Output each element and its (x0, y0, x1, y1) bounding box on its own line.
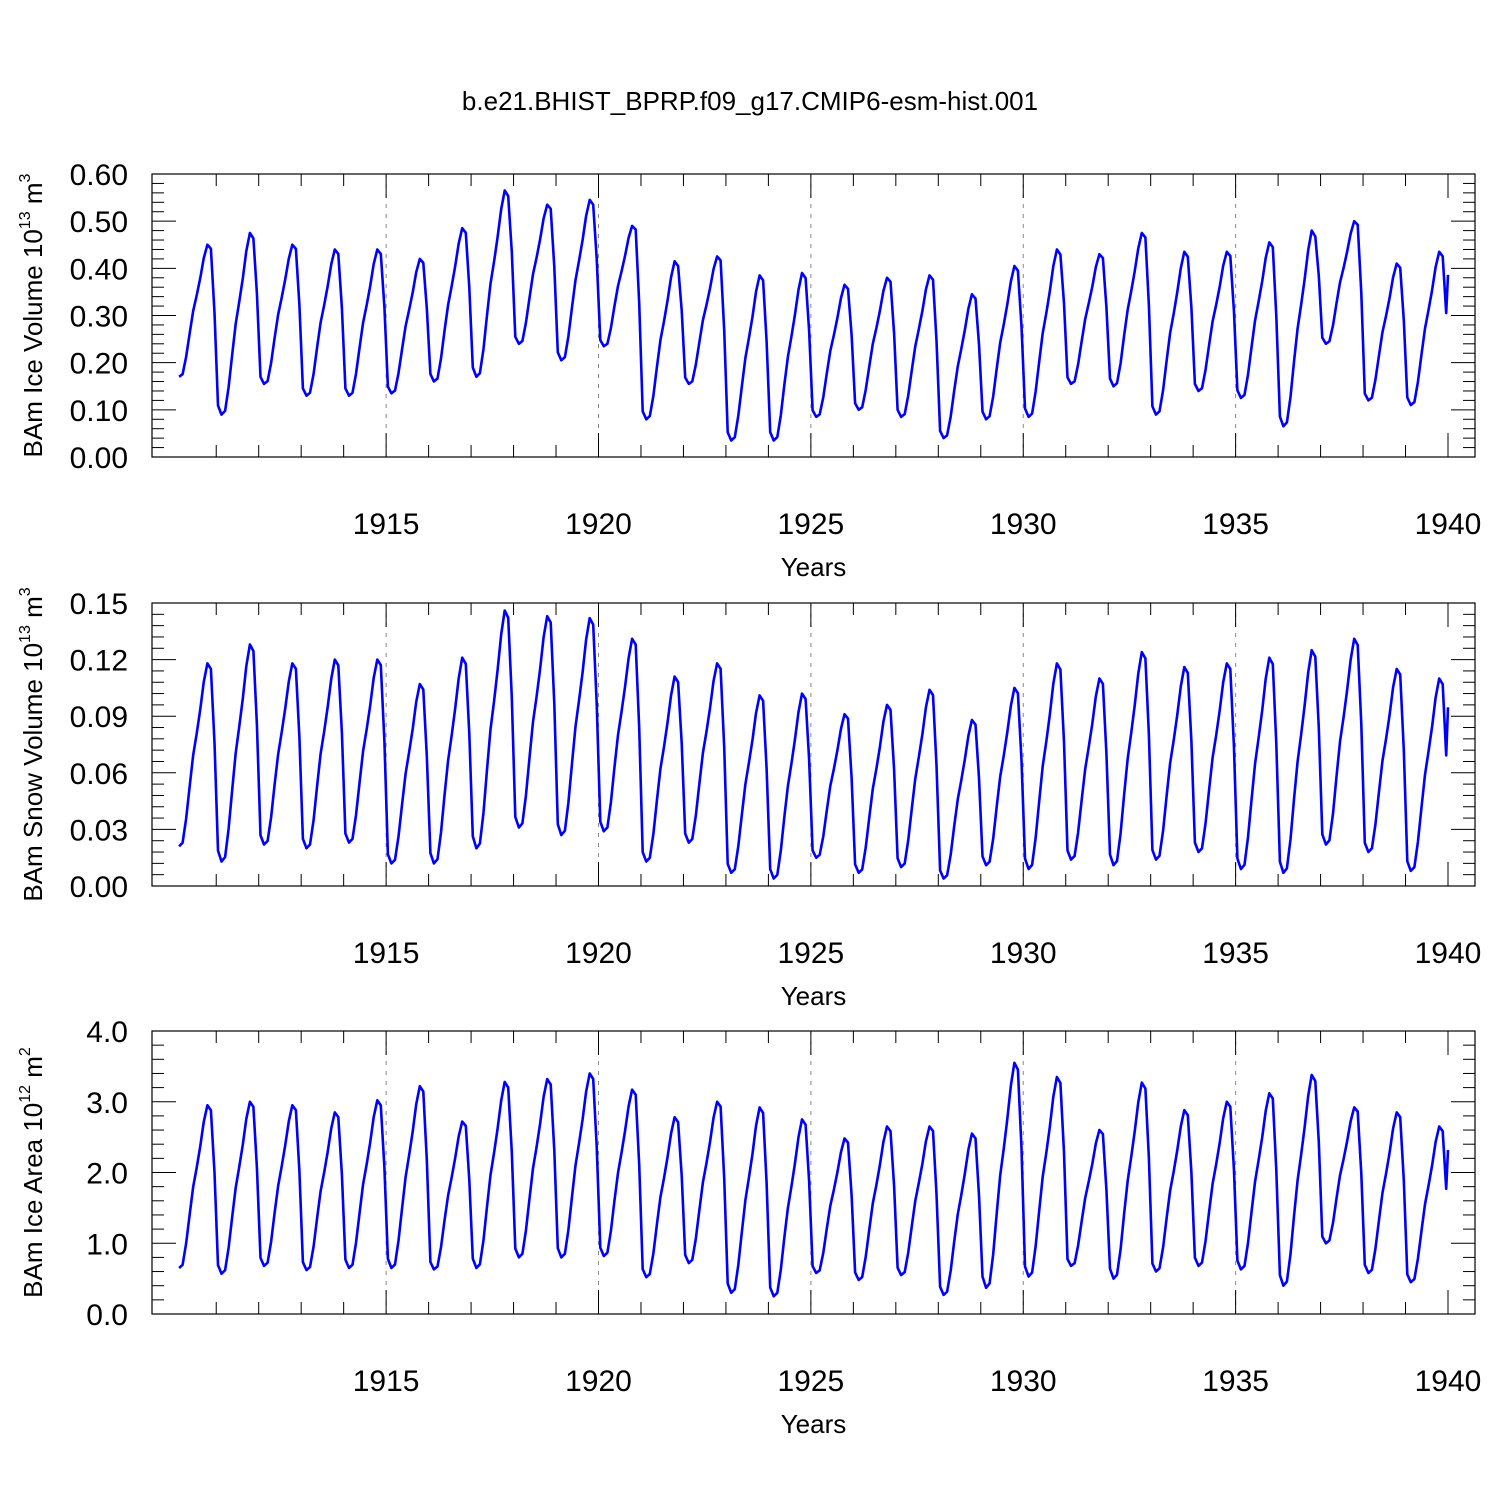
y-axis-label: BAm Ice Volume 1013 m3 (17, 173, 48, 457)
panel-3: 0.0 1.0 2.0 3.0 4.0 1915 1920 1925 1930 1935 1940 Y… (17, 1016, 1481, 1439)
x-tick-label: 1925 (778, 508, 845, 541)
x-tick-label: 1925 (778, 1365, 845, 1398)
x-tick-label: 1925 (778, 937, 845, 970)
x-tick-label: 1940 (1415, 508, 1482, 541)
y-tick-label: 0.00 (70, 442, 128, 475)
y-tick-label: 3.0 (86, 1087, 128, 1120)
y-tick-label: 0.0 (86, 1299, 128, 1332)
y-tick-label: 0.40 (70, 253, 128, 286)
x-tick-label: 1915 (353, 1365, 420, 1398)
y-tick-label: 0.12 (70, 645, 128, 678)
x-tick-label: 1935 (1202, 937, 1269, 970)
y-tick-label: 0.00 (70, 871, 128, 904)
panel-1: 0.00 0.10 0.20 0.30 0.40 0.50 0.60 1915 1920 1925… (17, 159, 1481, 582)
x-axis-label: Years (781, 981, 847, 1011)
figure-title: b.e21.BHIST_BPRP.f09_g17.CMIP6-esm-hist.… (462, 86, 1038, 116)
x-tick-label: 1940 (1415, 1365, 1482, 1398)
series-line (178, 1061, 1450, 1298)
y-tick-label: 0.09 (70, 701, 128, 734)
y-tick-label: 2.0 (86, 1158, 128, 1191)
y-tick-label: 0.10 (70, 395, 128, 428)
x-axis-label: Years (781, 552, 847, 582)
x-tick-label: 1935 (1202, 508, 1269, 541)
y-tick-label: 0.30 (70, 301, 128, 334)
x-tick-label: 1920 (565, 937, 632, 970)
y-tick-label: 0.06 (70, 758, 128, 791)
panel-2: 0.00 0.03 0.06 0.09 0.12 0.15 1915 1920 1925 1930… (17, 587, 1481, 1011)
y-tick-label: 0.60 (70, 159, 128, 192)
x-axis-label: Years (781, 1409, 847, 1439)
x-tick-label: 1930 (990, 508, 1057, 541)
y-axis-label: BAm Snow Volume 1013 m3 (17, 587, 48, 901)
y-tick-label: 4.0 (86, 1016, 128, 1049)
x-tick-label: 1940 (1415, 937, 1482, 970)
x-tick-label: 1915 (353, 937, 420, 970)
x-tick-label: 1930 (990, 937, 1057, 970)
x-tick-label: 1915 (353, 508, 420, 541)
x-tick-label: 1935 (1202, 1365, 1269, 1398)
y-tick-label: 0.50 (70, 206, 128, 239)
series-line (178, 189, 1450, 442)
plot-frame (151, 602, 1476, 887)
x-tick-label: 1920 (565, 508, 632, 541)
y-axis-label: BAm Ice Area 1012 m2 (17, 1047, 48, 1298)
x-tick-label: 1930 (990, 1365, 1057, 1398)
y-tick-label: 0.15 (70, 588, 128, 621)
y-tick-label: 1.0 (86, 1228, 128, 1261)
y-tick-label: 0.03 (70, 814, 128, 847)
x-tick-label: 1920 (565, 1365, 632, 1398)
series-line (178, 609, 1450, 880)
chart-panels: 0.00 0.10 0.20 0.30 0.40 0.50 0.60 1915 1920 1925… (17, 159, 1481, 1439)
y-tick-label: 0.20 (70, 348, 128, 381)
